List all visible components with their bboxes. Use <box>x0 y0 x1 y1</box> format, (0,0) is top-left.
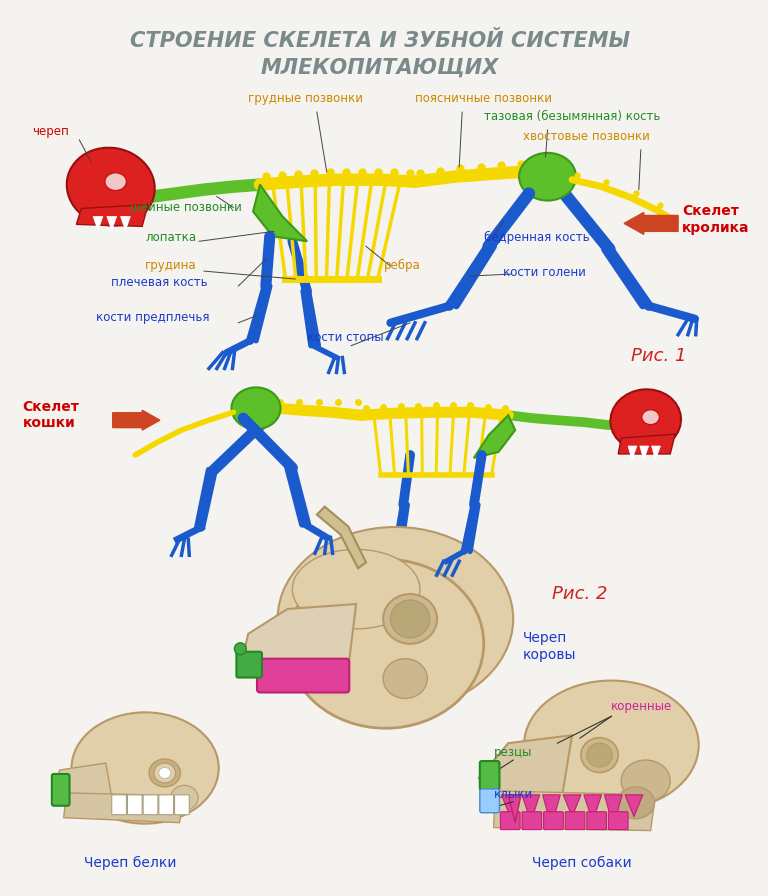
Text: хвостовые позвонки: хвостовые позвонки <box>523 130 650 143</box>
FancyBboxPatch shape <box>174 795 189 814</box>
Text: Череп собаки: Череп собаки <box>532 857 632 870</box>
FancyBboxPatch shape <box>143 795 158 814</box>
Ellipse shape <box>383 659 427 699</box>
Polygon shape <box>76 204 148 227</box>
FancyBboxPatch shape <box>544 812 563 830</box>
Text: тазовая (безымянная) кость: тазовая (безымянная) кость <box>484 110 660 123</box>
Polygon shape <box>317 506 366 568</box>
Text: кости стопы: кости стопы <box>307 331 384 344</box>
Text: Рис. 2: Рис. 2 <box>552 585 608 603</box>
Polygon shape <box>93 217 103 230</box>
FancyBboxPatch shape <box>159 795 174 814</box>
Text: кости предплечья: кости предплечья <box>96 311 210 323</box>
Ellipse shape <box>67 148 155 226</box>
FancyBboxPatch shape <box>52 774 70 806</box>
FancyBboxPatch shape <box>522 812 541 830</box>
Text: грудина: грудина <box>145 259 197 272</box>
Polygon shape <box>121 217 131 230</box>
FancyBboxPatch shape <box>257 659 349 693</box>
Ellipse shape <box>621 760 670 802</box>
Polygon shape <box>563 795 581 816</box>
Text: Скелет
кролика: Скелет кролика <box>682 204 750 235</box>
Polygon shape <box>651 446 660 460</box>
Ellipse shape <box>170 786 198 810</box>
Ellipse shape <box>587 743 612 767</box>
Polygon shape <box>253 185 307 241</box>
Ellipse shape <box>154 763 176 783</box>
Text: Рис. 1: Рис. 1 <box>631 347 687 365</box>
Text: плечевая кость: плечевая кость <box>111 276 207 289</box>
FancyBboxPatch shape <box>608 812 628 830</box>
Ellipse shape <box>390 600 430 638</box>
Ellipse shape <box>581 737 618 772</box>
Polygon shape <box>107 217 117 230</box>
Ellipse shape <box>159 768 170 779</box>
Text: клыки: клыки <box>494 788 533 801</box>
Ellipse shape <box>642 409 660 425</box>
Ellipse shape <box>287 559 484 728</box>
Polygon shape <box>604 795 622 827</box>
Polygon shape <box>640 446 649 460</box>
Text: МЛЕКОПИТАЮЩИХ: МЛЕКОПИТАЮЩИХ <box>260 57 499 77</box>
Polygon shape <box>508 795 521 823</box>
Polygon shape <box>52 763 113 808</box>
FancyBboxPatch shape <box>501 812 520 830</box>
Ellipse shape <box>383 594 437 644</box>
Polygon shape <box>628 446 637 460</box>
FancyArrow shape <box>113 410 160 430</box>
Polygon shape <box>618 434 675 454</box>
Text: грудные позвонки: грудные позвонки <box>248 92 363 105</box>
Polygon shape <box>625 795 643 816</box>
Text: Череп
коровы: Череп коровы <box>523 632 577 661</box>
FancyBboxPatch shape <box>111 795 127 814</box>
Text: ребра: ребра <box>384 259 420 272</box>
Text: бедренная кость: бедренная кость <box>484 231 589 245</box>
Ellipse shape <box>524 681 699 810</box>
Text: поясничные позвонки: поясничные позвонки <box>415 92 552 105</box>
Text: коренные: коренные <box>611 701 673 713</box>
Ellipse shape <box>231 387 280 429</box>
Text: СТРОЕНИЕ СКЕЛЕТА И ЗУБНОЙ СИСТЕМЫ: СТРОЕНИЕ СКЕЛЕТА И ЗУБНОЙ СИСТЕМЫ <box>130 30 630 50</box>
Polygon shape <box>64 793 184 823</box>
Text: резцы: резцы <box>494 746 532 759</box>
FancyArrow shape <box>624 212 678 235</box>
FancyBboxPatch shape <box>127 795 142 814</box>
Text: череп: череп <box>32 125 69 138</box>
Ellipse shape <box>519 153 576 201</box>
Polygon shape <box>240 604 356 688</box>
Text: Череп белки: Череп белки <box>84 857 177 870</box>
Text: шейные позвонки: шейные позвонки <box>131 202 242 214</box>
Text: Скелет
кошки: Скелет кошки <box>22 401 79 430</box>
Text: кости голени: кости голени <box>503 266 586 279</box>
FancyBboxPatch shape <box>587 812 607 830</box>
FancyBboxPatch shape <box>480 788 499 813</box>
Polygon shape <box>478 736 572 801</box>
Ellipse shape <box>149 759 180 787</box>
Polygon shape <box>584 795 601 822</box>
Polygon shape <box>494 791 656 831</box>
Ellipse shape <box>105 173 127 191</box>
Text: лопатка: лопатка <box>145 231 197 245</box>
Ellipse shape <box>611 390 681 451</box>
Ellipse shape <box>277 527 513 711</box>
FancyBboxPatch shape <box>480 761 499 790</box>
Ellipse shape <box>71 712 219 823</box>
Circle shape <box>234 642 247 655</box>
Ellipse shape <box>617 787 654 819</box>
Polygon shape <box>522 795 540 822</box>
FancyBboxPatch shape <box>565 812 585 830</box>
Polygon shape <box>474 415 515 458</box>
Ellipse shape <box>293 549 420 629</box>
FancyBboxPatch shape <box>237 651 262 677</box>
Polygon shape <box>543 795 561 827</box>
Polygon shape <box>502 795 519 816</box>
